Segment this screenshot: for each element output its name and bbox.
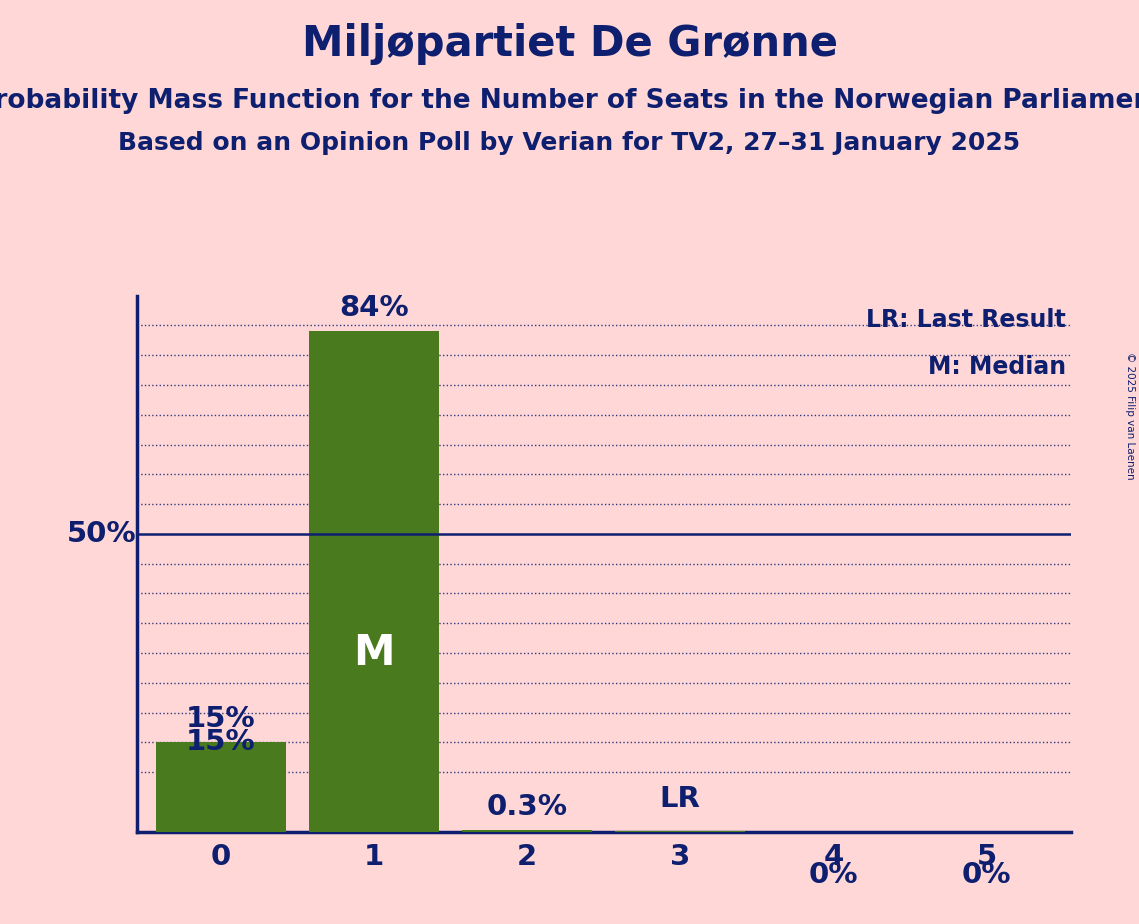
Text: 0%: 0% bbox=[961, 861, 1011, 890]
Text: LR: Last Result: LR: Last Result bbox=[867, 308, 1066, 332]
Text: 50%: 50% bbox=[67, 520, 137, 548]
Text: 15%: 15% bbox=[186, 728, 255, 756]
Text: 0%: 0% bbox=[809, 861, 858, 890]
Text: Based on an Opinion Poll by Verian for TV2, 27–31 January 2025: Based on an Opinion Poll by Verian for T… bbox=[118, 131, 1021, 155]
Text: Probability Mass Function for the Number of Seats in the Norwegian Parliament: Probability Mass Function for the Number… bbox=[0, 88, 1139, 114]
Bar bbox=[156, 742, 286, 832]
Text: 84%: 84% bbox=[339, 295, 409, 322]
Text: 15%: 15% bbox=[186, 705, 255, 734]
Text: M: M bbox=[353, 632, 395, 674]
Bar bbox=[462, 830, 592, 832]
Bar bbox=[309, 332, 439, 832]
Text: LR: LR bbox=[659, 784, 700, 813]
Text: Miljøpartiet De Grønne: Miljøpartiet De Grønne bbox=[302, 23, 837, 65]
Text: © 2025 Filip van Laenen: © 2025 Filip van Laenen bbox=[1125, 352, 1134, 480]
Text: M: Median: M: Median bbox=[928, 355, 1066, 379]
Text: 0.3%: 0.3% bbox=[486, 793, 567, 821]
